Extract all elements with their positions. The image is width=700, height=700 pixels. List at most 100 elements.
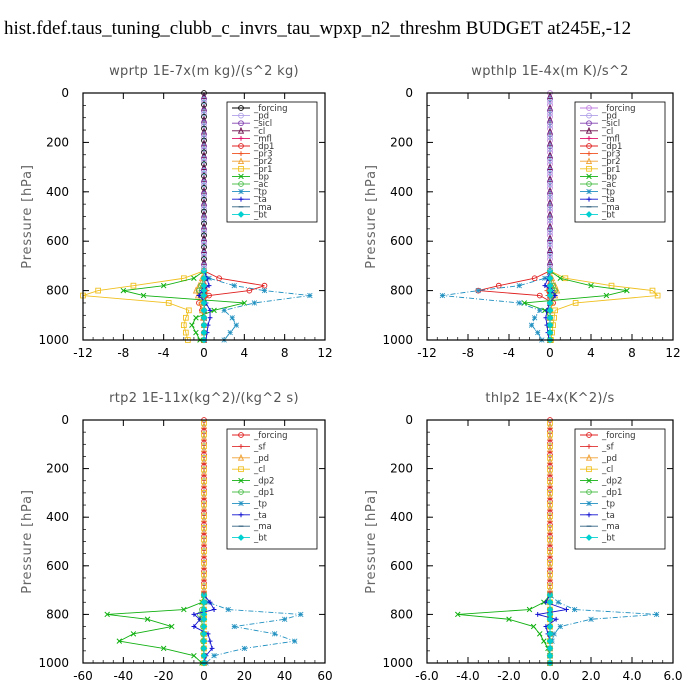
legend-label: _tp: [253, 499, 267, 509]
column-marker: [201, 131, 207, 138]
legend-marker: [586, 432, 592, 438]
series_bt: [200, 93, 208, 344]
legend-item: _bt: [232, 534, 268, 544]
data-point: [241, 300, 248, 306]
y-tick-label: 800: [390, 284, 413, 298]
data-point: [555, 599, 561, 605]
data-point: [200, 637, 208, 645]
column-marker: [547, 220, 553, 227]
column-marker: [201, 490, 207, 496]
data-point: [191, 652, 197, 659]
series_dp1: [475, 93, 556, 343]
x-tick-label: 6.0: [663, 669, 682, 683]
column-marker: [201, 554, 207, 560]
legend-item: _cl: [232, 127, 265, 137]
column-marker: [547, 473, 553, 478]
column-marker: [547, 531, 553, 537]
zero-marker-column: [200, 417, 208, 595]
y-tick-label: 400: [46, 510, 69, 524]
data-point: [588, 282, 594, 289]
x-tick-label: 8: [628, 346, 636, 360]
data-point: [546, 591, 554, 599]
data-point: [551, 631, 557, 637]
legend-item: _forcing: [580, 104, 636, 114]
column-marker: [547, 167, 553, 173]
data-point: [225, 606, 231, 613]
data-point: [554, 286, 561, 294]
legend-marker: [586, 112, 592, 119]
plot-frame: [426, 92, 674, 341]
series-line: [82, 270, 205, 341]
data-point: [516, 282, 522, 289]
data-point: [271, 631, 278, 637]
legend-label: _sicl: [253, 119, 272, 129]
series-line: [549, 594, 657, 663]
legend-marker: [586, 143, 592, 149]
column-marker: [547, 548, 553, 555]
legend-marker: [238, 489, 244, 495]
column-marker: [201, 513, 207, 520]
legend-item: _ma: [232, 203, 272, 213]
data-point: [475, 287, 481, 294]
column-marker: [200, 210, 208, 218]
legend-label: _pr2: [253, 157, 273, 167]
data-point: [207, 307, 213, 313]
column-marker: [201, 542, 207, 548]
x-tick-label: -6.0: [415, 669, 438, 683]
legend-label: _pd: [601, 454, 617, 464]
data-point: [653, 611, 660, 618]
legend-marker: [586, 120, 592, 127]
data-point: [495, 282, 502, 289]
data-point: [231, 282, 237, 289]
legend-marker: [238, 105, 244, 111]
legend-item: _forcing: [232, 431, 288, 441]
column-marker: [547, 179, 553, 185]
column-marker: [200, 92, 208, 99]
data-point: [216, 275, 222, 282]
column-marker: [201, 426, 207, 432]
legend-marker: [586, 466, 592, 473]
column-marker: [547, 519, 553, 525]
column-marker: [201, 589, 207, 595]
data-point: [649, 287, 656, 294]
column-marker: [201, 119, 207, 126]
column-marker: [547, 566, 553, 572]
x-tick-label: 2.0: [581, 669, 600, 683]
x-tick-label: -12: [417, 346, 437, 360]
legend-label: _cl: [253, 127, 265, 137]
legend-marker: [586, 173, 592, 180]
x-tick-label: 0.0: [540, 669, 559, 683]
data-point: [186, 307, 192, 314]
legend-item: _bt: [232, 210, 268, 220]
chart-title: wpthlp 1E-4x(m K)/s^2: [471, 64, 628, 79]
column-marker: [201, 232, 207, 239]
y-tick-label: 1000: [38, 333, 69, 347]
data-point: [251, 300, 258, 306]
data-point: [546, 637, 554, 645]
legend-label: _pr1: [253, 165, 273, 175]
legend-label: _cl: [601, 465, 613, 475]
legend-marker: [586, 105, 592, 111]
data-point: [557, 275, 564, 282]
column-marker: [200, 175, 208, 182]
y-tick-label: 400: [390, 185, 413, 199]
legend-label: _pr1: [601, 165, 621, 175]
data-point: [193, 315, 199, 321]
data-point: [120, 287, 127, 294]
data-point: [233, 322, 239, 328]
legend-box: [226, 428, 318, 550]
data-point: [526, 606, 533, 613]
data-point: [207, 638, 213, 644]
column-marker: [546, 175, 554, 182]
legend-label: _sicl: [601, 119, 620, 129]
column-marker: [201, 196, 207, 203]
legend-label: _ac: [601, 180, 616, 190]
column-marker: [201, 250, 207, 256]
legend-item: _ma: [580, 522, 620, 532]
series-line: [549, 270, 659, 341]
column-marker: [201, 466, 207, 473]
column-marker: [547, 583, 553, 590]
column-marker: [201, 507, 207, 513]
column-marker: [547, 125, 553, 132]
